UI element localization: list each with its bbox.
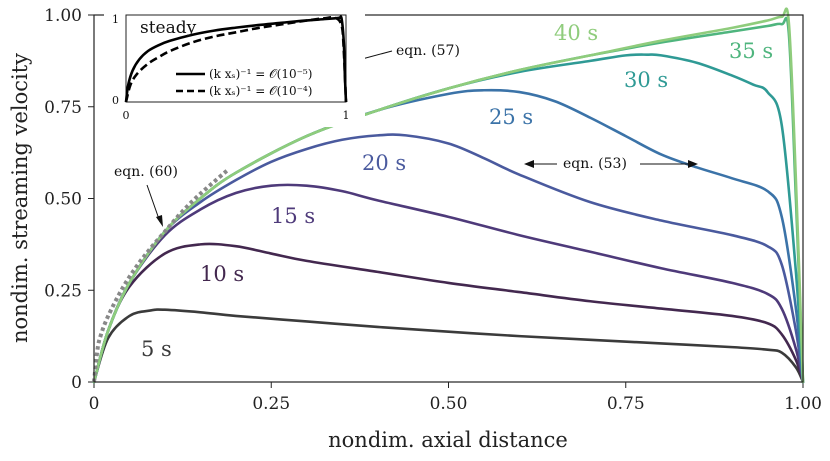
y-tick-label: 0.50: [44, 190, 82, 210]
y-tick-label: 0.75: [44, 98, 82, 118]
y-tick-label: 0: [71, 373, 82, 393]
inset-series-layer: [124, 15, 348, 103]
inset-frame: [125, 14, 347, 103]
label-30s: 30 s: [624, 68, 668, 92]
series-line-40-s: [92, 7, 805, 384]
annotation-eqn-53: eqn. (53): [563, 156, 627, 172]
label-20s: 20 s: [362, 151, 406, 175]
x-axis-label: nondim. axial distance: [328, 428, 568, 452]
inset-series-dashed: [124, 16, 348, 103]
y-axis-label: nondim. streaming velocity: [8, 53, 32, 343]
y-tick-label: 1.00: [44, 6, 82, 26]
annotation-eqn-60: eqn. (60): [114, 164, 178, 180]
inset-background: [104, 3, 365, 127]
arrows-eqn-53: [524, 160, 698, 168]
plot-frame: [93, 14, 804, 383]
inset-xtick-1: 1: [343, 109, 350, 122]
inset-series-solid: [124, 15, 348, 103]
inset-ytick-0: 0: [112, 94, 119, 107]
inset-legend-dashed-label: (k xₛ)⁻¹ = 𝒪(10⁻⁴): [209, 84, 312, 98]
series-line-10-s: [92, 242, 805, 384]
label-35s: 35 s: [729, 39, 773, 63]
x-tick-label: 0: [89, 394, 100, 414]
series-layer: [92, 7, 805, 384]
label-10s: 10 s: [200, 262, 244, 286]
inset-steady: steady 1 0 0 1 (k xₛ)⁻¹ = 𝒪(10⁻⁵) (k xₛ)…: [104, 3, 365, 127]
annotation-eqn-57: eqn. (57): [396, 43, 460, 59]
label-15s: 15 s: [271, 204, 315, 228]
inset-legend-solid-label: (k xₛ)⁻¹ = 𝒪(10⁻⁵): [209, 67, 312, 81]
series-line-25-s: [92, 88, 805, 384]
series-line-15-s: [92, 183, 805, 384]
x-tick-label: 0.25: [252, 394, 290, 414]
inset-ytick-1: 1: [112, 13, 119, 26]
axis-ticks: 0 0.25 0.50 0.75 1.00 0 0.25 0.50 0.75 1.00: [44, 6, 822, 414]
label-40s: 40 s: [554, 21, 598, 45]
label-25s: 25 s: [489, 105, 533, 129]
y-tick-label: 0.25: [44, 281, 82, 301]
series-line-5-s: [92, 308, 805, 384]
series-line-eqn-60: [92, 167, 231, 383]
label-5s: 5 s: [141, 337, 172, 361]
inset-xtick-0: 0: [123, 109, 130, 122]
inset-title: steady: [140, 18, 197, 38]
x-tick-label: 1.00: [784, 394, 822, 414]
x-tick-label: 0.50: [430, 394, 468, 414]
x-tick-label: 0.75: [607, 394, 645, 414]
arrow-eqn-60: [146, 184, 163, 227]
